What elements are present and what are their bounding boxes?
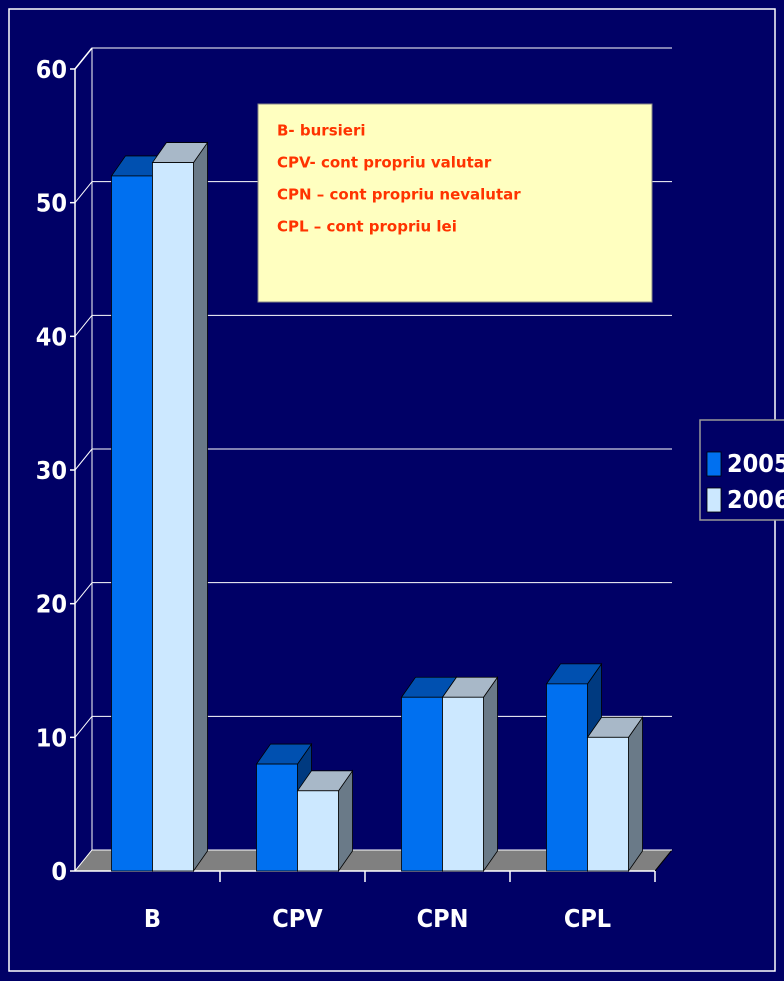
annotation-line: B- bursieri	[277, 122, 365, 140]
bar-side	[628, 716, 643, 873]
y-tick-label: 50	[36, 189, 67, 218]
x-tick-label: CPL	[564, 904, 611, 933]
y-tick-label: 0	[51, 857, 67, 886]
legend-swatch	[706, 487, 722, 513]
bar	[111, 175, 153, 872]
x-tick-label: CPN	[417, 904, 469, 933]
bar	[587, 736, 629, 872]
annotation-line: CPL – cont propriu lei	[277, 218, 457, 236]
x-tick-label: B	[144, 904, 161, 933]
grid-line-side	[74, 181, 93, 203]
grid-line-side	[74, 315, 93, 337]
legend-swatch	[706, 451, 722, 477]
grid-line-side	[74, 849, 93, 872]
bar	[442, 696, 484, 872]
legend-label: 2005	[727, 449, 784, 478]
grid-line-side	[74, 448, 93, 471]
y-tick-label: 60	[36, 55, 67, 84]
y-tick-label: 10	[36, 723, 67, 752]
annotation-box	[257, 103, 653, 303]
y-tick-label: 40	[36, 322, 67, 351]
y-tick-label: 30	[36, 456, 67, 485]
bar	[256, 763, 298, 872]
grid-line-side	[74, 716, 93, 738]
y-tick-label: 20	[36, 590, 67, 619]
bar	[297, 790, 339, 872]
bar	[546, 683, 588, 872]
bar-side	[483, 675, 498, 873]
annotation-line: CPV- cont propriu valutar	[277, 154, 492, 172]
grid-line-side	[74, 47, 93, 70]
bar	[401, 696, 443, 872]
grid-line-side	[74, 582, 93, 604]
annotation-line: CPN – cont propriu nevalutar	[277, 186, 521, 204]
bar	[152, 162, 194, 872]
legend-label: 2006	[727, 485, 784, 514]
x-tick-label: CPV	[272, 904, 323, 933]
bar-side	[193, 141, 208, 873]
